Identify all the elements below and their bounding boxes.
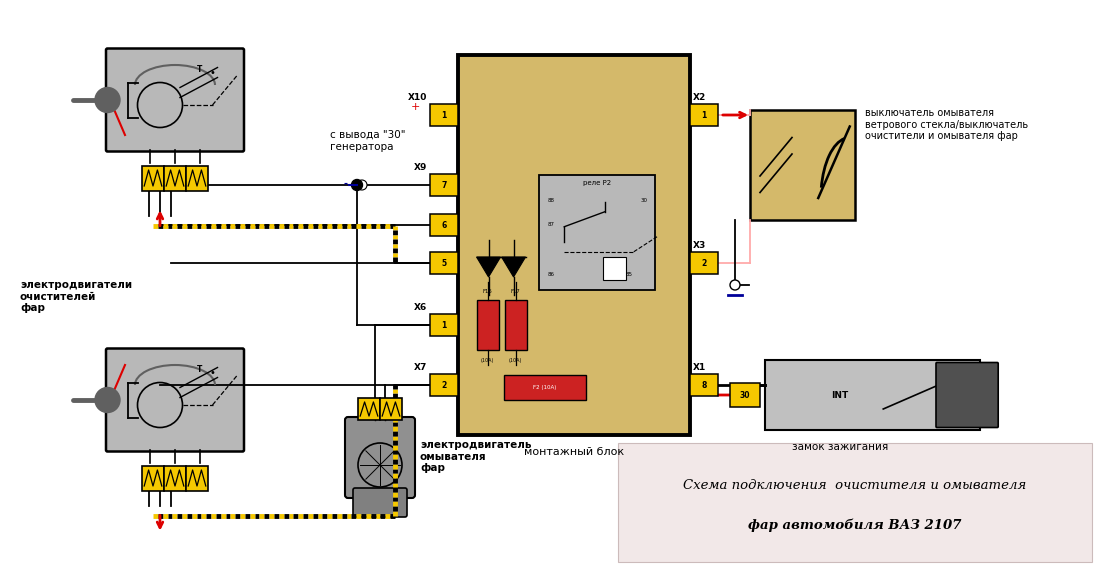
Polygon shape (501, 257, 526, 277)
Bar (358, 398, 380, 420)
FancyBboxPatch shape (346, 417, 416, 498)
Bar (186, 465, 208, 491)
Text: (10А): (10А) (509, 358, 522, 363)
Text: X9: X9 (413, 163, 427, 172)
Bar (186, 165, 208, 190)
Text: (10А): (10А) (481, 358, 494, 363)
Circle shape (730, 280, 740, 290)
Circle shape (96, 388, 120, 412)
Bar (539, 175, 655, 290)
Text: 8: 8 (701, 381, 707, 390)
Polygon shape (477, 257, 501, 277)
Text: 2: 2 (701, 259, 707, 267)
Text: выключатель омывателя
ветрового стекла/выключатель
очистители и омывателя фар: выключатель омывателя ветрового стекла/в… (865, 108, 1028, 141)
Text: +: + (411, 102, 420, 112)
FancyBboxPatch shape (106, 349, 244, 451)
Text: 1: 1 (441, 321, 447, 329)
Text: 7: 7 (441, 180, 447, 189)
Bar (504, 300, 527, 350)
Text: T: T (198, 65, 202, 75)
Text: 6: 6 (441, 221, 447, 230)
Text: X6: X6 (413, 303, 427, 312)
Text: F17: F17 (511, 289, 520, 294)
Text: замок зажигания: замок зажигания (792, 442, 889, 452)
Text: 30: 30 (640, 197, 648, 203)
Circle shape (357, 180, 367, 190)
Bar (142, 165, 164, 190)
Text: •: • (210, 68, 216, 78)
Text: 87: 87 (548, 223, 554, 228)
Bar (430, 252, 458, 274)
Text: 88: 88 (548, 197, 554, 203)
Text: монтажный блок: монтажный блок (524, 447, 624, 457)
Bar (430, 174, 458, 196)
Bar (690, 104, 718, 126)
Bar (765, 360, 980, 430)
Bar (690, 252, 718, 274)
FancyBboxPatch shape (618, 443, 1092, 562)
Text: электродвигатель
омывателя
фар: электродвигатель омывателя фар (420, 440, 531, 473)
Text: X7: X7 (413, 363, 427, 372)
Bar (430, 314, 458, 336)
Bar (730, 383, 760, 407)
Text: •: • (210, 367, 216, 377)
Bar (603, 257, 627, 280)
Text: 5: 5 (441, 259, 447, 267)
Circle shape (96, 88, 120, 113)
Bar (504, 375, 585, 400)
Text: фар автомобиля ВАЗ 2107: фар автомобиля ВАЗ 2107 (748, 519, 962, 532)
Text: F16: F16 (482, 289, 492, 294)
Text: 1: 1 (701, 110, 707, 120)
Text: X2: X2 (693, 93, 707, 102)
Bar (164, 465, 186, 491)
Text: 85: 85 (625, 273, 632, 277)
Bar (164, 165, 186, 190)
Bar (458, 55, 690, 435)
Text: электродвигатели
очистителей
фар: электродвигатели очистителей фар (20, 280, 132, 313)
Text: X3: X3 (693, 241, 707, 250)
Bar (690, 374, 718, 396)
Text: T: T (198, 366, 202, 374)
Text: X10: X10 (408, 93, 427, 102)
Text: 86: 86 (548, 273, 554, 277)
Text: 2: 2 (441, 381, 447, 390)
Text: F2 (10А): F2 (10А) (533, 385, 557, 390)
FancyBboxPatch shape (935, 363, 998, 427)
Text: INT: INT (832, 391, 849, 399)
Circle shape (351, 179, 362, 190)
Bar (477, 300, 499, 350)
Text: -: - (343, 179, 347, 189)
Bar (750, 110, 855, 220)
Text: X1: X1 (693, 363, 707, 372)
Bar (430, 374, 458, 396)
FancyBboxPatch shape (353, 488, 407, 517)
Text: 1: 1 (441, 110, 447, 120)
Text: 30: 30 (740, 391, 750, 399)
Text: реле Р2: реле Р2 (583, 180, 611, 186)
FancyBboxPatch shape (106, 48, 244, 151)
Text: с вывода "30"
генератора: с вывода "30" генератора (330, 130, 406, 152)
Bar (430, 214, 458, 236)
Bar (380, 398, 402, 420)
Bar (430, 104, 458, 126)
Text: Схема подключения  очистителя и омывателя: Схема подключения очистителя и омывателя (683, 479, 1027, 492)
Bar (142, 465, 164, 491)
